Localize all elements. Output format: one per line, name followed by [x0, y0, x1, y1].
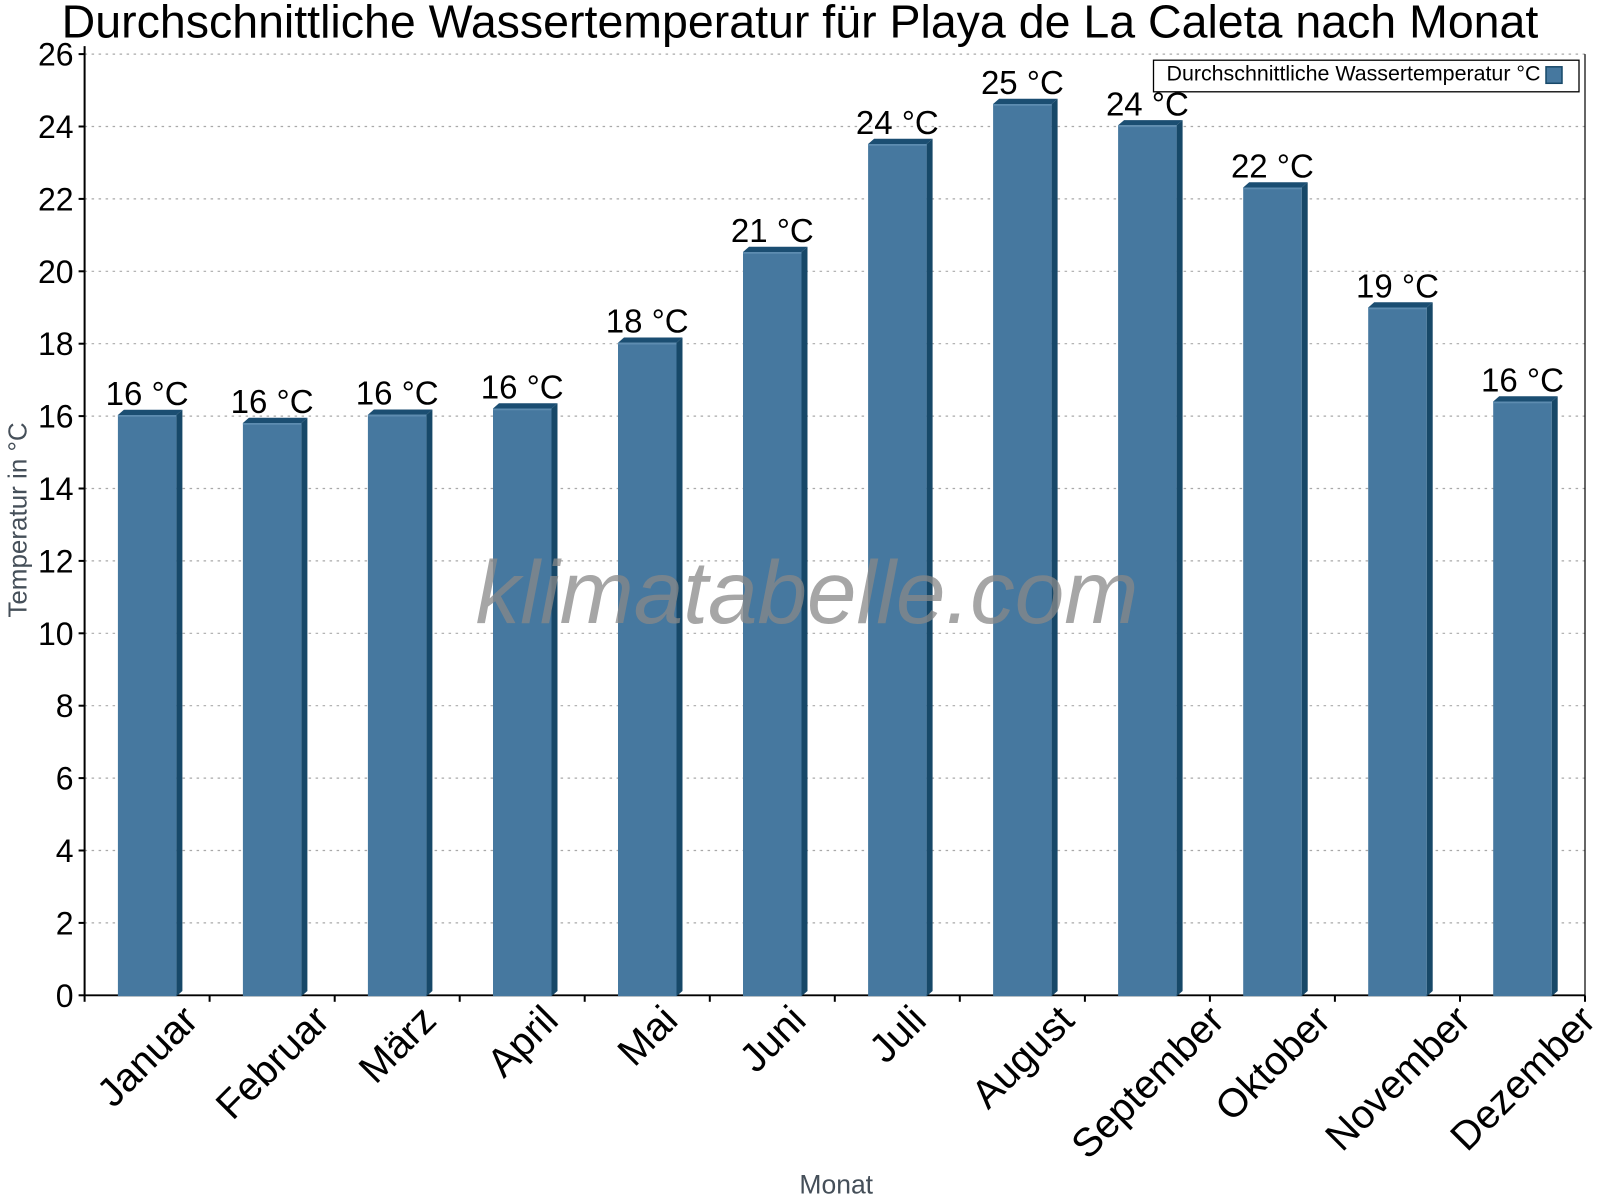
svg-text:16 °C: 16 °C: [106, 375, 189, 412]
svg-text:Durchschnittliche Wassertemper: Durchschnittliche Wassertemperatur für P…: [62, 0, 1539, 48]
svg-text:24 °C: 24 °C: [856, 104, 939, 141]
svg-text:19 °C: 19 °C: [1356, 268, 1439, 305]
svg-text:20: 20: [38, 254, 74, 290]
svg-text:25 °C: 25 °C: [981, 64, 1064, 101]
svg-text:16 °C: 16 °C: [481, 369, 564, 406]
svg-text:klimatabelle.com: klimatabelle.com: [476, 542, 1139, 642]
svg-text:2: 2: [56, 905, 74, 941]
svg-text:18: 18: [38, 326, 74, 362]
svg-text:16 °C: 16 °C: [356, 375, 439, 412]
svg-text:18 °C: 18 °C: [606, 303, 689, 340]
svg-text:6: 6: [56, 761, 74, 797]
svg-text:4: 4: [56, 833, 74, 869]
svg-text:Durchschnittliche Wassertemper: Durchschnittliche Wassertemperatur °C: [1167, 61, 1541, 85]
svg-text:12: 12: [38, 543, 74, 579]
svg-text:10: 10: [38, 616, 74, 652]
svg-text:Temperatur in °C: Temperatur in °C: [3, 422, 33, 617]
svg-text:22 °C: 22 °C: [1231, 148, 1314, 185]
svg-text:0: 0: [56, 978, 74, 1014]
svg-text:16: 16: [38, 399, 74, 435]
svg-text:26: 26: [38, 37, 74, 73]
svg-text:24: 24: [38, 109, 74, 145]
svg-text:16 °C: 16 °C: [231, 383, 314, 420]
svg-text:22: 22: [38, 181, 74, 217]
svg-text:16 °C: 16 °C: [1481, 362, 1564, 399]
svg-text:14: 14: [38, 471, 74, 507]
svg-text:21 °C: 21 °C: [731, 212, 814, 249]
svg-text:Monat: Monat: [799, 1169, 873, 1199]
svg-text:8: 8: [56, 688, 74, 724]
